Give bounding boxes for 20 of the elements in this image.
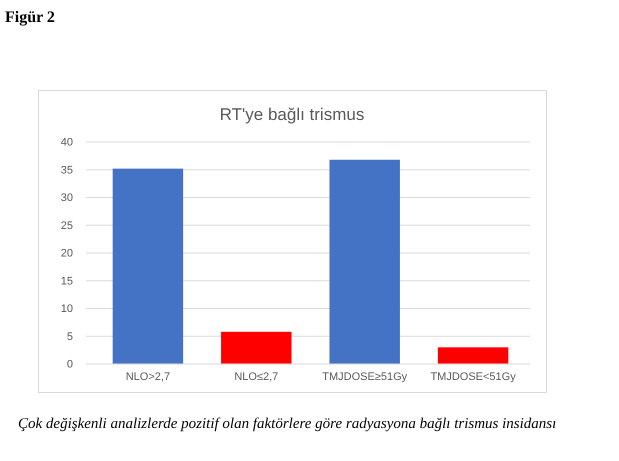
y-tick-label: 40 <box>60 136 73 149</box>
y-tick-label: 15 <box>60 275 73 288</box>
y-tick-label: 35 <box>60 164 73 176</box>
bar <box>112 168 184 364</box>
x-tick-label: TMJDOSE≥51Gy <box>322 370 408 383</box>
y-tick-label: 0 <box>66 358 73 371</box>
text: Çok değişkenli analizlerde pozitif olan faktörlere göre radyasyona bağlı trismus insidansı <box>18 416 556 432</box>
y-tick-label: 10 <box>60 303 73 316</box>
text: Figür 2 <box>5 9 55 26</box>
x-tick-label: NLO≤2,7 <box>234 370 278 383</box>
bar <box>438 347 508 364</box>
bar <box>221 332 292 364</box>
y-tick-label: 5 <box>66 330 73 343</box>
x-tick-label: NLO>2,7 <box>126 370 170 383</box>
chart-title: RT'ye bağlı trismus <box>220 105 364 124</box>
y-tick-label: 30 <box>60 192 73 204</box>
y-tick-label: 20 <box>60 248 73 260</box>
bar <box>329 160 400 364</box>
y-tick-label: 25 <box>60 220 73 232</box>
x-tick-label: TMJDOSE<51Gy <box>430 370 516 383</box>
